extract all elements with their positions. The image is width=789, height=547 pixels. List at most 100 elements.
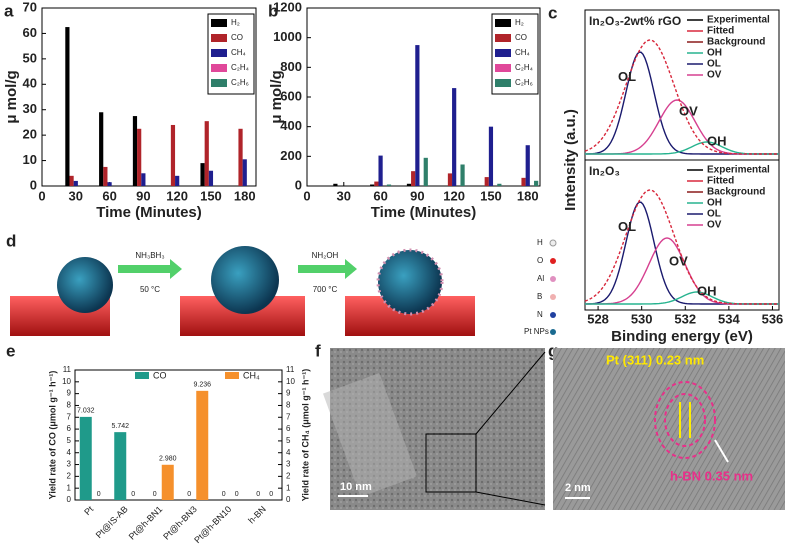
y-tick-label: 1000 xyxy=(273,29,302,44)
y-tick-label: 10 xyxy=(23,152,37,167)
legend-swatch xyxy=(495,49,511,57)
y-tick-label: 600 xyxy=(280,88,302,103)
scale-label: 2 nm xyxy=(565,482,591,494)
y-tick-label: 4 xyxy=(67,448,72,457)
y-tick-label: 8 xyxy=(67,401,72,410)
legend-label: Al xyxy=(537,274,544,283)
y-tick-label: 200 xyxy=(280,148,302,163)
tem-image: 10 nm xyxy=(322,348,546,510)
panel-letter: e xyxy=(6,341,15,360)
x-tick-label: 536 xyxy=(762,311,784,326)
legend-label: C₂H₆ xyxy=(231,78,249,87)
y-tick-label: 6 xyxy=(286,424,291,433)
y-tick-label: 8 xyxy=(286,401,291,410)
value-label: 0 xyxy=(256,491,260,498)
pt-particle xyxy=(57,257,113,313)
y-tick-label: 1 xyxy=(286,483,291,492)
pt-particle xyxy=(211,246,279,314)
bar xyxy=(488,126,494,186)
x-tick-label: 120 xyxy=(443,188,465,203)
bar xyxy=(79,416,92,500)
y-tick-label: 60 xyxy=(23,25,37,40)
bar xyxy=(333,183,338,186)
legend-label: CO xyxy=(515,33,527,42)
legend-label: OH xyxy=(707,198,722,209)
y-tick-label: 11 xyxy=(286,365,295,374)
legend-swatch xyxy=(225,372,239,379)
legend-label: C₂H₄ xyxy=(231,63,249,72)
bar xyxy=(141,173,146,186)
bar xyxy=(406,183,412,186)
bar xyxy=(423,157,428,186)
x-tick-label: 534 xyxy=(718,311,740,326)
panel-label: In₂O₃ xyxy=(589,164,620,178)
bar xyxy=(374,181,379,186)
legend-label: Fitted xyxy=(707,26,734,37)
legend-label: H₂ xyxy=(515,18,524,27)
x-tick-label: Pt xyxy=(82,504,95,517)
panel-letter: c xyxy=(548,3,557,22)
bar xyxy=(447,173,453,186)
y-tick-label: 3 xyxy=(67,460,72,469)
spectrum-curve xyxy=(584,189,779,305)
x-tick-label: 120 xyxy=(166,188,188,203)
bar xyxy=(525,145,530,186)
hrtem-image: Pt (311) 0.23 nm h-BN 0.35 nm 2 nm xyxy=(553,348,785,510)
legend-label: OH xyxy=(707,48,722,59)
value-label: 2.980 xyxy=(159,456,177,463)
bar xyxy=(415,45,420,187)
legend-label: CO xyxy=(153,370,167,380)
y-tick-label: 4 xyxy=(286,448,291,457)
bar xyxy=(196,390,209,500)
legend-label: Experimental xyxy=(707,15,770,26)
bar xyxy=(73,180,78,186)
y-tick-label: 30 xyxy=(23,101,37,116)
legend-swatch xyxy=(495,19,511,27)
value-label: 0 xyxy=(269,491,273,498)
peak-label: OL xyxy=(618,69,636,84)
bar xyxy=(170,124,176,186)
legend-label: H xyxy=(537,238,543,247)
y-tick-label: 70 xyxy=(23,0,37,14)
bar xyxy=(534,180,539,186)
legend-swatch xyxy=(211,79,227,87)
atom-legend: H O Al B N Pt NPs xyxy=(524,238,557,336)
y-tick-label: 0 xyxy=(67,495,72,504)
legend-label: CH₄ xyxy=(231,48,246,57)
peak-label: OL xyxy=(618,219,636,234)
spectrum-curve xyxy=(584,237,779,305)
legend-label: Background xyxy=(707,37,765,48)
y-axis-label: μ mol/g xyxy=(3,70,20,123)
y-tick-label: 1 xyxy=(67,483,72,492)
y2-axis-label: Yield rate of CH₄ (μmol g⁻¹ h⁻¹) xyxy=(300,369,310,501)
bar xyxy=(137,128,142,186)
peak-label: OV xyxy=(679,103,698,118)
bar xyxy=(460,164,465,186)
y-tick-label: 0 xyxy=(30,177,37,192)
value-label: 0 xyxy=(153,491,157,498)
y-tick-label: 2 xyxy=(286,471,291,480)
legend-swatch xyxy=(495,64,511,72)
x-tick-label: Pt@IS-AB xyxy=(94,504,130,540)
legend-label: CH₄ xyxy=(515,48,530,57)
x-tick-label: Pt@h-BN10 xyxy=(192,504,233,545)
x-tick-label: 180 xyxy=(234,188,256,203)
panel-letter: f xyxy=(315,341,321,360)
lattice-label: h-BN 0.35 nm xyxy=(670,468,753,483)
bar xyxy=(208,170,214,186)
legend-label: CH₄ xyxy=(243,370,260,380)
y-tick-label: 7 xyxy=(286,412,291,421)
plot-frame xyxy=(41,7,257,187)
bar xyxy=(386,184,392,186)
y-tick-label: 3 xyxy=(286,460,291,469)
legend-label: O xyxy=(537,256,543,265)
pt-particle xyxy=(376,248,444,316)
y-axis-label: Yield rate of CO (μmol g⁻¹ h⁻¹) xyxy=(47,371,57,500)
y-tick-label: 20 xyxy=(23,127,37,142)
value-label: 0 xyxy=(222,491,226,498)
y-tick-label: 5 xyxy=(67,436,72,445)
step-label: NH₂OH xyxy=(312,251,339,260)
y-tick-label: 40 xyxy=(23,76,37,91)
x-axis-label: Time (Minutes) xyxy=(371,204,477,221)
y-tick-label: 9 xyxy=(67,389,72,398)
